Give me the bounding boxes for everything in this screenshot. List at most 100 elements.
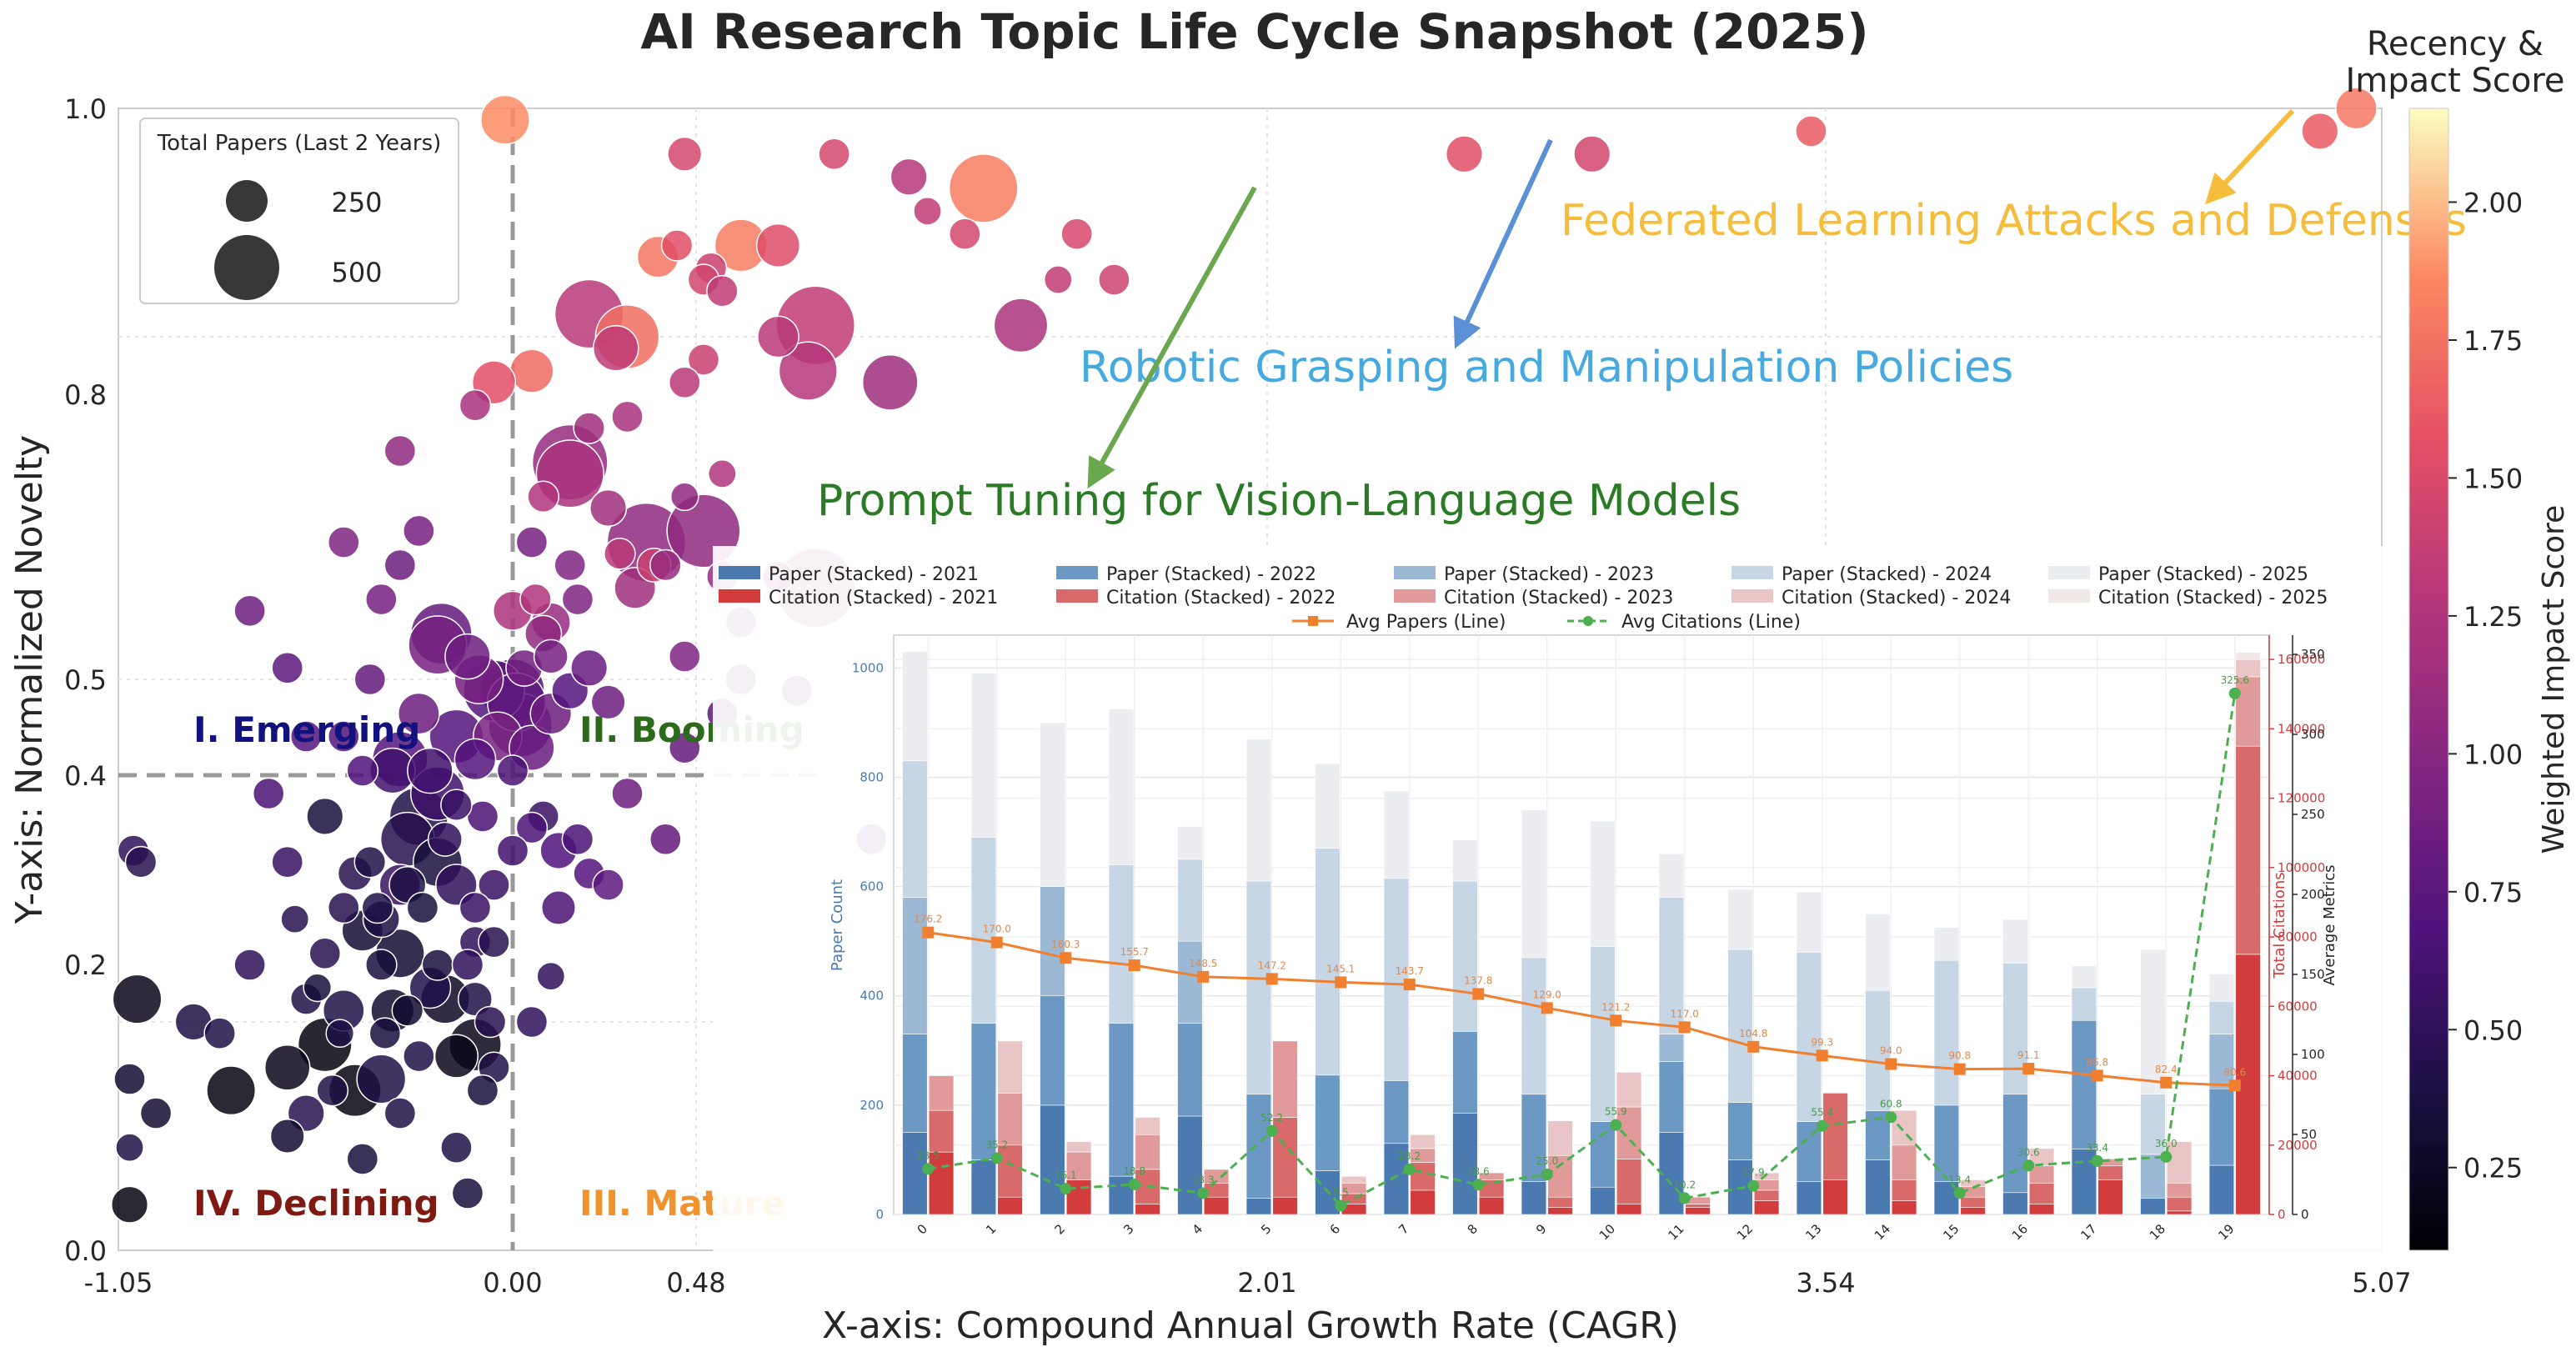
- avg-citations-marker: [1403, 1163, 1416, 1175]
- avg-papers-marker: [1128, 959, 1140, 972]
- scatter-x-ticks: -1.05 0.00 0.48 2.01 3.54 5.07: [84, 1267, 2412, 1299]
- citation-bar-segment: [2028, 1148, 2055, 1167]
- colorbar-tick-label: 0.50: [2463, 1014, 2523, 1046]
- scatter-point: [593, 324, 639, 372]
- avg-papers-label: 147.2: [1258, 959, 1286, 971]
- scatter-point: [496, 754, 529, 787]
- x-tick-label: 2.01: [1237, 1267, 1296, 1299]
- scatter-point: [554, 548, 587, 582]
- paper-bar-segment: [1865, 1159, 1891, 1215]
- paper-bar-segment: [2002, 963, 2028, 1095]
- legend-label: Avg Papers (Line): [1346, 612, 1506, 633]
- scatter-point: [252, 777, 285, 810]
- inset-y-label-average: Average Metrics: [2321, 865, 2338, 986]
- avg-papers-label: 94.0: [1880, 1045, 1902, 1057]
- scatter-point: [406, 891, 439, 924]
- avg-citations-marker: [1816, 1119, 1828, 1132]
- citation-bar-segment: [1203, 1196, 1230, 1215]
- colorbar-title-line-2: Impact Score: [2345, 62, 2564, 100]
- paper-bar-segment: [2140, 949, 2166, 1095]
- scatter-point: [509, 348, 554, 393]
- citation-bar-segment: [1203, 1169, 1230, 1184]
- paper-bar-segment: [1108, 1175, 1135, 1215]
- citation-bar-segment: [1891, 1200, 1917, 1215]
- scatter-point: [356, 1054, 407, 1104]
- avg-citations-marker: [990, 1152, 1003, 1164]
- scatter-point: [353, 845, 387, 879]
- avg-citations-label: 16.1: [1055, 1169, 1077, 1181]
- paper-bar-segment: [1040, 722, 1065, 887]
- citation-bar-segment: [2166, 1210, 2193, 1215]
- size-legend: Total Papers (Last 2 Years) 250 500: [139, 118, 459, 304]
- citation-bar-segment: [1753, 1172, 1780, 1180]
- scatter-point: [478, 925, 510, 959]
- scatter-point: [383, 1097, 417, 1129]
- paper-bar-segment: [1521, 809, 1547, 959]
- scatter-point: [861, 353, 919, 411]
- citation-bar-segment: [1616, 1204, 1642, 1215]
- avg-citations-marker: [2160, 1150, 2173, 1163]
- avg-citations-marker: [1678, 1192, 1691, 1204]
- citation-bar-segment: [997, 1040, 1023, 1094]
- legend-swatch: [719, 589, 760, 603]
- paper-bar-segment: [1245, 739, 1272, 882]
- avg-citations-label: 25.0: [1536, 1155, 1558, 1167]
- scatter-point: [306, 797, 344, 835]
- avg-papers-label: 121.2: [1601, 1001, 1630, 1013]
- scatter-point: [818, 138, 850, 171]
- inset-y-tick-citations: 120000: [2278, 791, 2325, 806]
- paper-bar-segment: [1865, 989, 1891, 1111]
- citation-bar-segment: [1135, 1204, 1160, 1215]
- inset-y-tick-citations: 140000: [2278, 721, 2325, 736]
- paper-bar-segment: [2071, 1019, 2097, 1149]
- avg-papers-label: 129.0: [1533, 989, 1561, 1000]
- avg-papers-marker: [1747, 1040, 1760, 1053]
- citation-bar-segment: [1341, 1175, 1367, 1184]
- inset-y-tick-citations: 160000: [2278, 652, 2325, 667]
- avg-citations-label: 18.6: [1467, 1165, 1490, 1177]
- avg-papers-line: [928, 931, 2235, 1087]
- avg-papers-marker: [1541, 1002, 1553, 1014]
- avg-citations-label: 13.3: [1192, 1174, 1215, 1185]
- paper-bar-segment: [1658, 897, 1685, 1034]
- scatter-point: [649, 823, 682, 856]
- legend-swatch: [2048, 566, 2090, 579]
- avg-citations-label: 17.9: [1742, 1167, 1765, 1179]
- avg-papers-marker: [922, 926, 935, 939]
- paper-bar-segment: [902, 1034, 928, 1133]
- citation-bar-segment: [2235, 652, 2261, 660]
- scatter-point: [755, 223, 801, 268]
- scatter-point: [474, 1005, 507, 1039]
- legend-swatch: [1394, 566, 1436, 579]
- inset-y-tick-average: 200: [2301, 887, 2325, 902]
- scatter-point: [496, 834, 529, 867]
- paper-bar-segment: [2071, 987, 2097, 1021]
- paper-bar-segment: [2140, 1198, 2166, 1215]
- avg-citations-label: 60.8: [1880, 1098, 1902, 1109]
- inset-legend: Paper (Stacked) - 2021 Paper (Stacked) -…: [719, 564, 2328, 633]
- avg-papers-label: 145.1: [1326, 963, 1355, 974]
- paper-bar-segment: [1521, 957, 1547, 1095]
- paper-bar-segment: [1245, 880, 1272, 1095]
- scatter-point: [890, 158, 928, 196]
- paper-bar-segment: [1452, 839, 1478, 882]
- inset-chart: Paper (Stacked) - 2021 Paper (Stacked) -…: [713, 546, 2384, 1263]
- y-axis-label: Y-axis: Normalized Novelty: [8, 435, 51, 924]
- legend-label: Citation (Stacked) - 2024: [1782, 588, 2011, 608]
- quadrant-label-declining: IV. Declining: [193, 1183, 439, 1224]
- paper-bar-segment: [902, 897, 928, 1034]
- paper-bar-segment: [970, 837, 997, 1024]
- citation-bar-segment: [997, 1144, 1023, 1198]
- scatter-point: [948, 153, 1019, 223]
- scatter-point: [440, 1131, 473, 1164]
- avg-citations-label: 30.6: [2017, 1146, 2040, 1158]
- scatter-point: [1098, 263, 1130, 296]
- citation-bar-segment: [997, 1093, 1023, 1146]
- scatter-point: [1043, 265, 1073, 294]
- scatter-point: [346, 1143, 379, 1175]
- legend-swatch: [1732, 566, 1773, 579]
- scatter-point: [454, 738, 497, 781]
- citation-bar-segment: [2235, 676, 2261, 747]
- scatter-point: [233, 949, 266, 981]
- paper-bar-segment: [1177, 1023, 1203, 1117]
